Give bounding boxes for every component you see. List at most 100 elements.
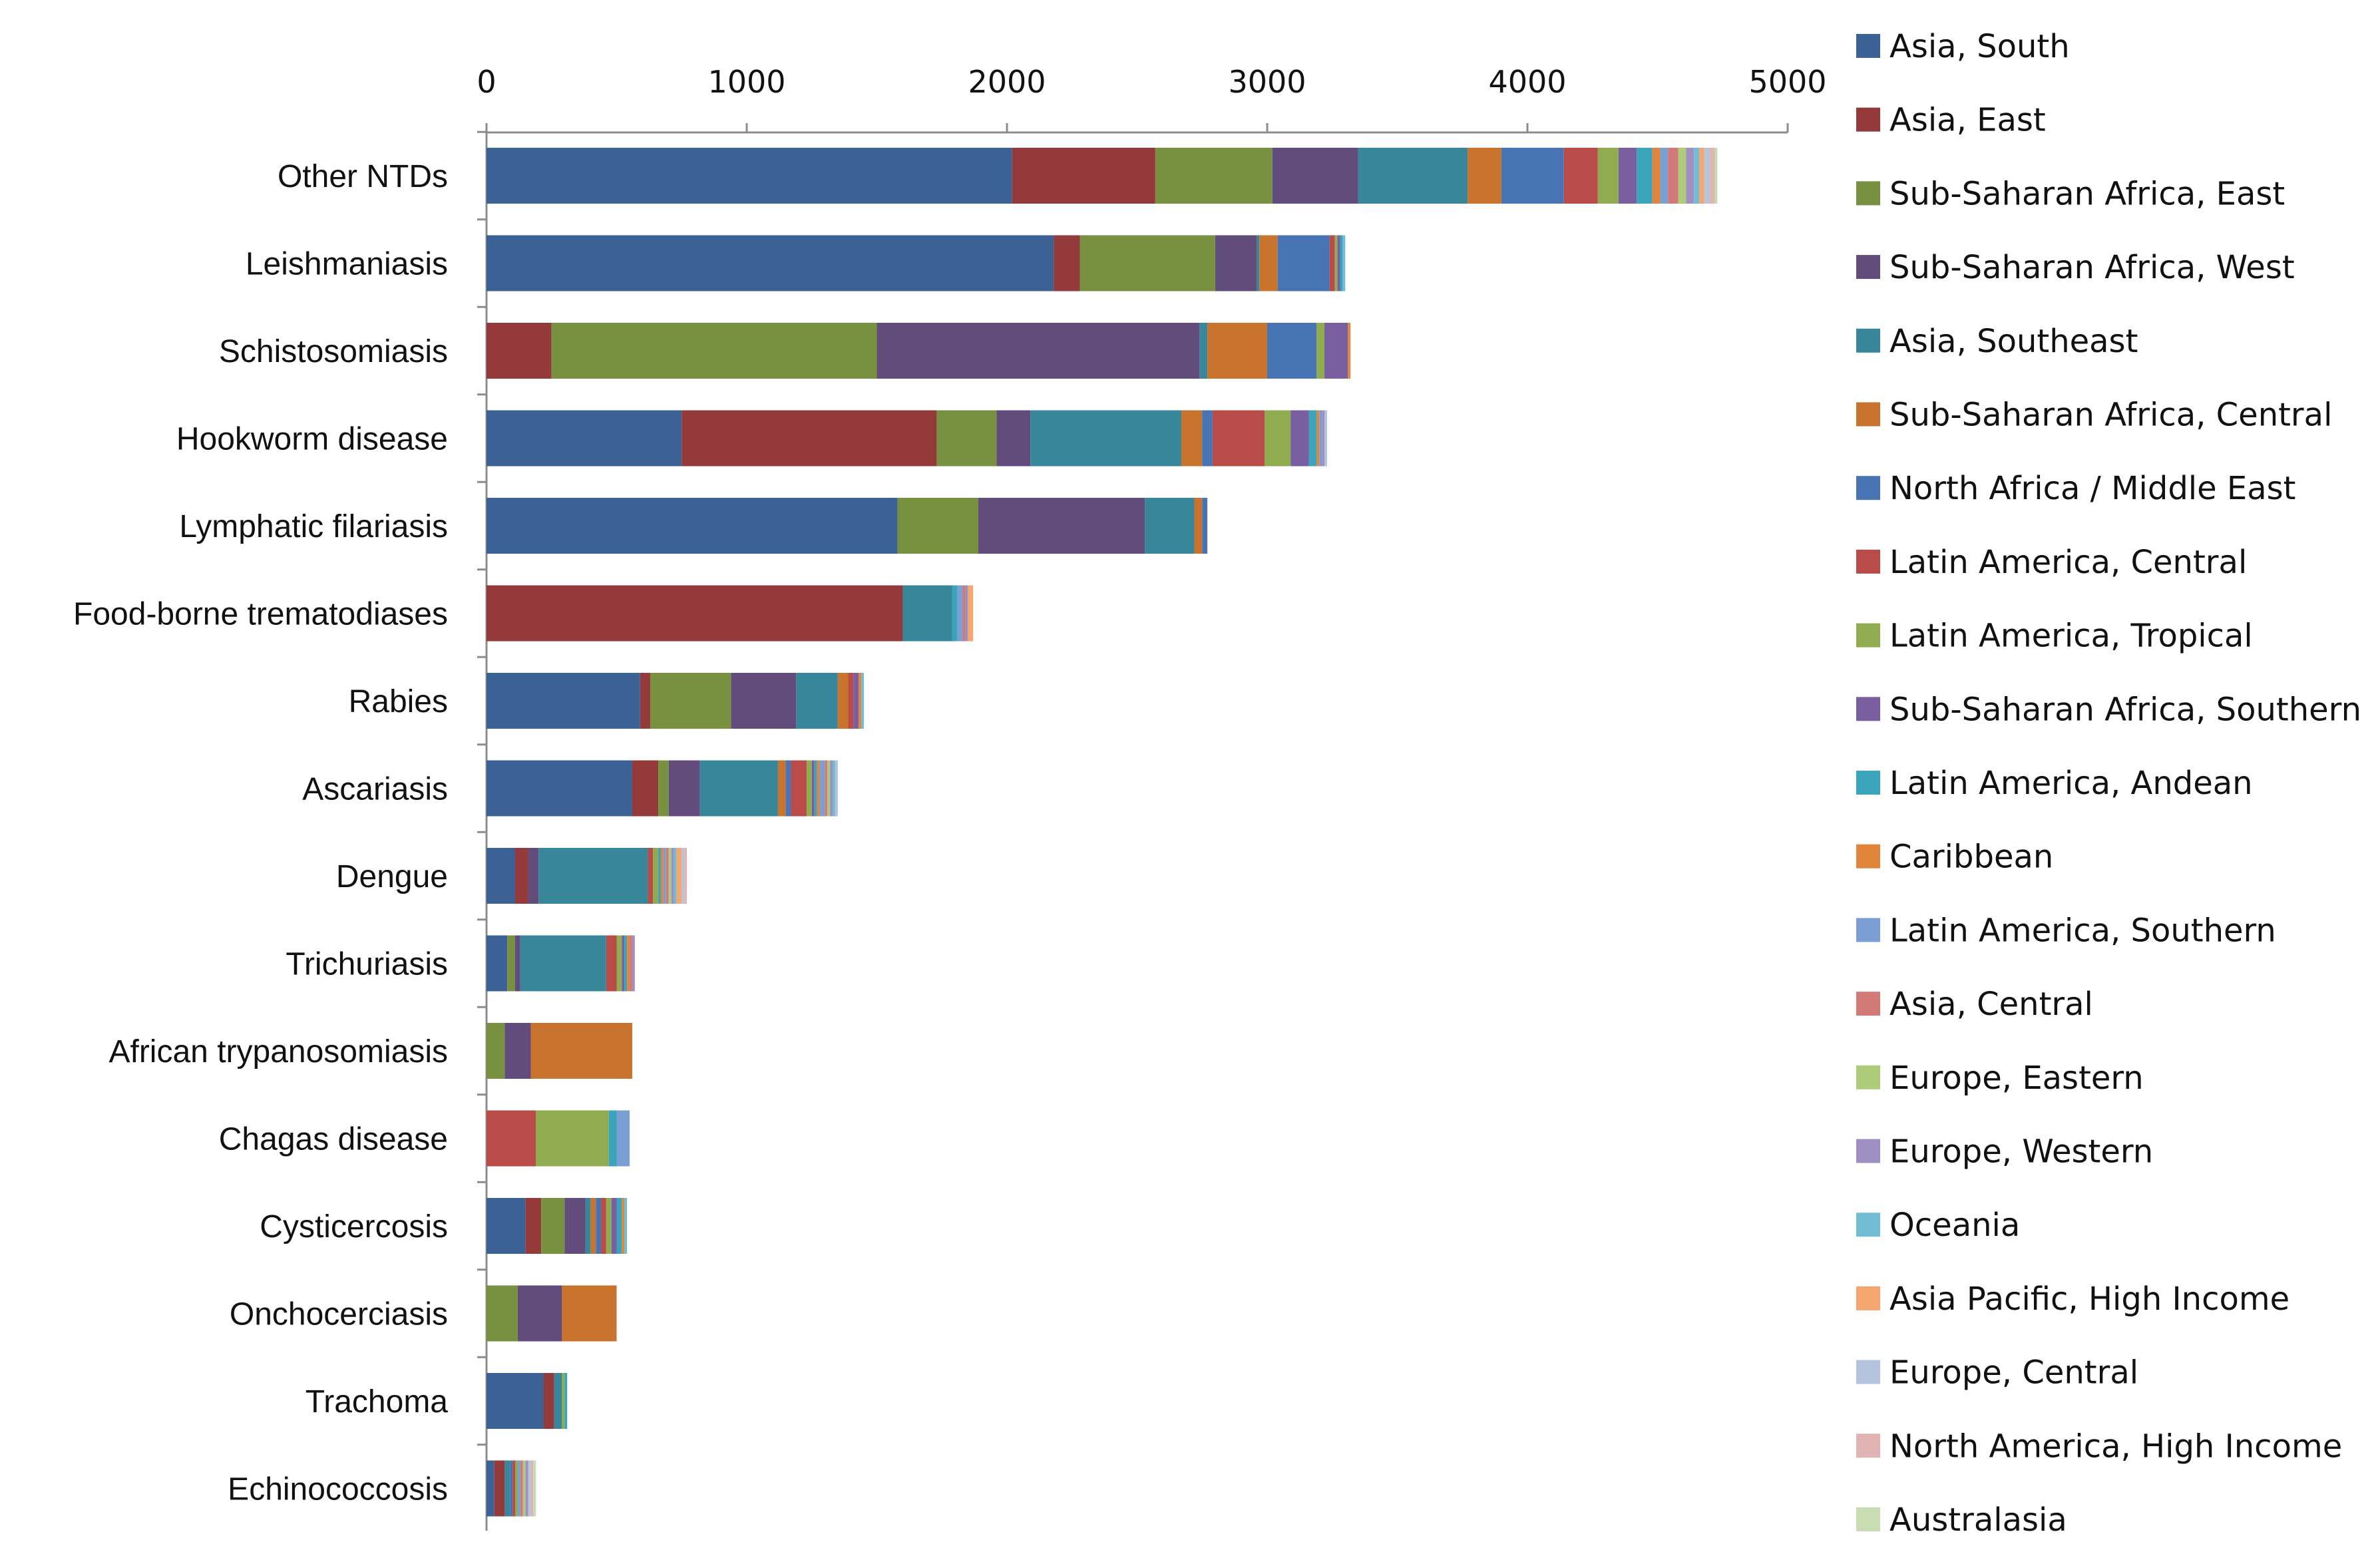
bar-segment	[1308, 410, 1317, 467]
legend-swatch	[1856, 1507, 1880, 1531]
x-tick-label: 4000	[1488, 64, 1566, 100]
bar-segment	[682, 410, 937, 467]
legend-swatch	[1856, 34, 1880, 58]
bar-segment	[1257, 235, 1260, 291]
category-label: Rabies	[349, 684, 448, 719]
bar-segment	[1678, 148, 1686, 204]
category-label: Lymphatic filariasis	[179, 509, 448, 544]
legend-swatch	[1856, 255, 1880, 280]
legend-label: Asia, East	[1889, 102, 2046, 139]
bar-segment	[525, 1460, 528, 1517]
bar-segment	[608, 1110, 617, 1167]
bar-segment	[1637, 148, 1653, 204]
bar-segment	[1290, 410, 1309, 467]
legend-label: Europe, Central	[1889, 1354, 2138, 1392]
bar-segment	[1597, 148, 1619, 204]
bar-segment	[1337, 235, 1340, 291]
bar-segment	[487, 148, 1012, 204]
category-label: Trachoma	[305, 1384, 449, 1420]
bar-segment	[515, 848, 528, 904]
category-label: African trypanosomiasis	[108, 1034, 448, 1069]
bar-segment	[554, 1373, 562, 1429]
bar-segment	[684, 848, 688, 904]
bar-segment	[1348, 323, 1351, 379]
legend: Asia, South Asia, East Sub-Saharan Africa,…	[1856, 28, 2361, 1539]
bar-segment	[487, 935, 508, 992]
bar-segment	[817, 760, 820, 817]
bar-segment	[564, 1373, 568, 1429]
legend-label: Sub-Saharan Africa, Southern	[1889, 691, 2361, 728]
legend-label: Latin America, Southern	[1889, 912, 2276, 949]
bar-segment	[837, 673, 849, 729]
bar-segment	[796, 673, 838, 729]
bar-segment	[622, 1198, 625, 1254]
category-label: Chagas disease	[219, 1122, 448, 1157]
bar-segment	[520, 935, 606, 992]
bar-segment	[487, 498, 898, 554]
legend-label: Oceania	[1889, 1207, 2020, 1244]
bar-segment	[1272, 148, 1358, 204]
legend-label: Asia, Central	[1889, 986, 2093, 1023]
bar-segment	[1501, 148, 1564, 204]
bar-segment	[682, 848, 685, 904]
bar-segment	[957, 585, 963, 642]
bar-segment	[624, 935, 628, 992]
bar-segment	[833, 760, 835, 817]
bar-segment	[632, 760, 659, 817]
category-label: Ascariasis	[302, 772, 448, 807]
bar-segment	[487, 1023, 505, 1079]
bar-segment	[562, 1285, 617, 1342]
bar-segment	[487, 760, 632, 817]
bar-segment	[515, 935, 520, 992]
bar-segment	[1155, 148, 1273, 204]
bar-segment	[1324, 410, 1327, 467]
bar-segment	[660, 848, 664, 904]
bar-segment	[1316, 410, 1320, 467]
legend-swatch	[1856, 402, 1880, 427]
bar-segment	[622, 935, 625, 992]
bar-segment	[830, 760, 833, 817]
bar-segment	[544, 1373, 554, 1429]
bar-segment	[606, 1198, 612, 1254]
bar-segment	[1199, 323, 1208, 379]
bar-segment	[902, 585, 952, 642]
bar-segment	[1012, 148, 1155, 204]
bar-segment	[936, 410, 997, 467]
bar-segment	[1342, 235, 1346, 291]
category-labels: Other NTDs Leishmaniasis Schistosomiasis Ho…	[73, 159, 448, 1507]
bar-segment	[627, 935, 630, 992]
x-tick-label: 5000	[1748, 64, 1826, 100]
bar-segment	[650, 673, 731, 729]
bar-segment	[827, 760, 831, 817]
legend-label: Sub-Saharan Africa, East	[1889, 175, 2285, 212]
bar-segment	[777, 760, 786, 817]
legend-label: Asia, Southeast	[1889, 323, 2138, 360]
bar-segment	[1563, 148, 1598, 204]
bar-segment	[520, 1460, 523, 1517]
bar-segment	[564, 1198, 586, 1254]
legend-swatch	[1856, 844, 1880, 868]
bar-segment	[668, 760, 700, 817]
category-label: Echinococcosis	[228, 1472, 448, 1507]
bar-segment	[962, 585, 966, 642]
bar-segment	[538, 848, 648, 904]
bar-segment	[1054, 235, 1080, 291]
legend-swatch	[1856, 1139, 1880, 1163]
category-label: Dengue	[336, 859, 448, 894]
bar-segment	[596, 1198, 602, 1254]
bar-segment	[666, 848, 669, 904]
bars	[487, 148, 1718, 1517]
bar-segment	[1322, 410, 1325, 467]
legend-swatch	[1856, 697, 1880, 721]
bar-segment	[1202, 410, 1213, 467]
legend-swatch	[1856, 328, 1880, 353]
bar-segment	[1329, 235, 1335, 291]
bar-segment	[616, 1110, 630, 1167]
legend-swatch	[1856, 1065, 1880, 1089]
bar-segment	[487, 1460, 495, 1517]
bar-segment	[996, 410, 1031, 467]
category-label: Trichuriasis	[286, 947, 448, 982]
bar-segment	[1212, 410, 1265, 467]
bar-segment	[674, 848, 677, 904]
